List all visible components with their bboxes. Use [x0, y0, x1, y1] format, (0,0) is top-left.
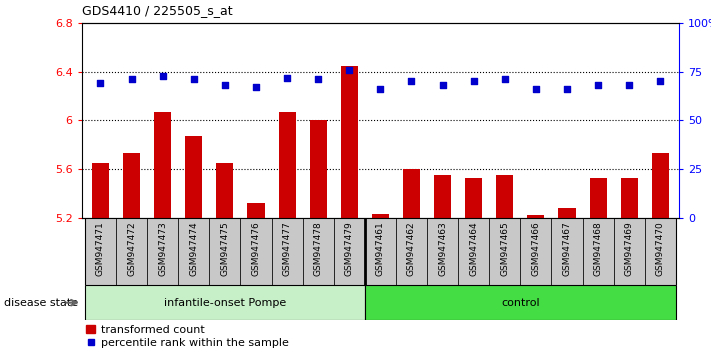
Bar — [558, 208, 576, 218]
Bar — [365, 218, 396, 285]
Bar — [216, 163, 233, 218]
Bar — [185, 136, 203, 218]
Point — [624, 82, 635, 88]
Text: GSM947463: GSM947463 — [438, 221, 447, 276]
Bar — [589, 178, 606, 218]
Point — [499, 76, 510, 82]
Bar — [123, 153, 140, 218]
Point — [282, 75, 293, 80]
Bar — [365, 285, 676, 320]
Text: GSM947461: GSM947461 — [376, 221, 385, 276]
Text: GSM947464: GSM947464 — [469, 221, 479, 276]
Point — [157, 73, 169, 78]
Point — [655, 79, 666, 84]
Bar — [458, 218, 489, 285]
Bar — [272, 218, 303, 285]
Point — [313, 76, 324, 82]
Point — [562, 86, 573, 92]
Legend: transformed count, percentile rank within the sample: transformed count, percentile rank withi… — [82, 320, 293, 353]
Text: GSM947473: GSM947473 — [158, 221, 167, 276]
Bar — [396, 218, 427, 285]
Bar — [303, 218, 333, 285]
Point — [406, 79, 417, 84]
Bar — [489, 218, 520, 285]
Bar — [209, 218, 240, 285]
Bar — [614, 218, 645, 285]
Bar — [85, 285, 365, 320]
Text: GSM947477: GSM947477 — [282, 221, 292, 276]
Bar — [465, 178, 482, 218]
Point — [250, 84, 262, 90]
Point — [530, 86, 542, 92]
Bar — [621, 178, 638, 218]
Text: GSM947478: GSM947478 — [314, 221, 323, 276]
Bar — [116, 218, 147, 285]
Point — [95, 80, 106, 86]
Bar — [178, 218, 209, 285]
Bar — [582, 218, 614, 285]
Bar — [333, 218, 365, 285]
Bar — [528, 215, 545, 218]
Bar — [434, 175, 451, 218]
Point — [468, 79, 479, 84]
Point — [592, 82, 604, 88]
Bar — [496, 175, 513, 218]
Bar — [85, 218, 116, 285]
Text: GSM947462: GSM947462 — [407, 221, 416, 276]
Text: GSM947479: GSM947479 — [345, 221, 354, 276]
Bar — [427, 218, 458, 285]
Text: GSM947472: GSM947472 — [127, 221, 136, 276]
Bar — [240, 218, 272, 285]
Bar — [279, 112, 296, 218]
Text: GSM947467: GSM947467 — [562, 221, 572, 276]
Text: control: control — [501, 298, 540, 308]
Text: GSM947469: GSM947469 — [625, 221, 634, 276]
Bar — [147, 218, 178, 285]
Text: GSM947468: GSM947468 — [594, 221, 603, 276]
Bar — [309, 120, 327, 218]
Bar — [247, 203, 264, 218]
Text: disease state: disease state — [4, 298, 78, 308]
Bar — [372, 214, 389, 218]
Text: GDS4410 / 225505_s_at: GDS4410 / 225505_s_at — [82, 4, 232, 17]
Text: GSM947474: GSM947474 — [189, 221, 198, 276]
Point — [219, 82, 230, 88]
Point — [188, 76, 199, 82]
Bar — [341, 65, 358, 218]
Text: infantile-onset Pompe: infantile-onset Pompe — [164, 298, 286, 308]
Text: GSM947466: GSM947466 — [531, 221, 540, 276]
Bar — [92, 163, 109, 218]
Bar — [520, 218, 552, 285]
Bar — [645, 218, 676, 285]
Text: GSM947471: GSM947471 — [96, 221, 105, 276]
Text: GSM947470: GSM947470 — [656, 221, 665, 276]
Text: GSM947465: GSM947465 — [501, 221, 509, 276]
Point — [375, 86, 386, 92]
Bar — [403, 169, 420, 218]
Point — [343, 67, 355, 73]
Bar — [652, 153, 669, 218]
Text: GSM947476: GSM947476 — [252, 221, 260, 276]
Point — [437, 82, 448, 88]
Bar — [154, 112, 171, 218]
Point — [126, 76, 137, 82]
Bar — [552, 218, 582, 285]
Text: GSM947475: GSM947475 — [220, 221, 230, 276]
